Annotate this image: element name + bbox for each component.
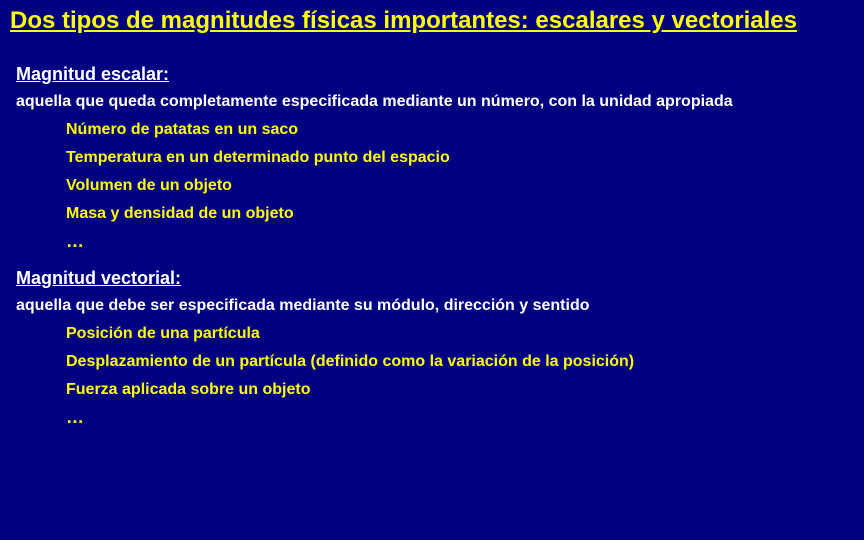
example-item: Desplazamiento de un partícula (definido… [66,353,854,371]
ellipsis: … [66,231,854,252]
example-item: Temperatura en un determinado punto del … [66,149,854,167]
heading-vectorial: Magnitud vectorial: [16,268,854,289]
example-item: Masa y densidad de un objeto [66,205,854,223]
section-vectorial: Magnitud vectorial: aquella que debe ser… [10,268,854,428]
slide-title: Dos tipos de magnitudes físicas importan… [10,6,854,36]
definition-vectorial: aquella que debe ser especificada median… [16,297,854,315]
example-item: Número de patatas en un saco [66,121,854,139]
example-item: Volumen de un objeto [66,177,854,195]
example-item: Fuerza aplicada sobre un objeto [66,381,854,399]
heading-escalar: Magnitud escalar: [16,64,854,85]
example-item: Posición de una partícula [66,325,854,343]
definition-escalar: aquella que queda completamente especifi… [16,93,854,111]
ellipsis: … [66,407,854,428]
section-escalar: Magnitud escalar: aquella que queda comp… [10,64,854,252]
slide-container: Dos tipos de magnitudes físicas importan… [0,0,864,540]
